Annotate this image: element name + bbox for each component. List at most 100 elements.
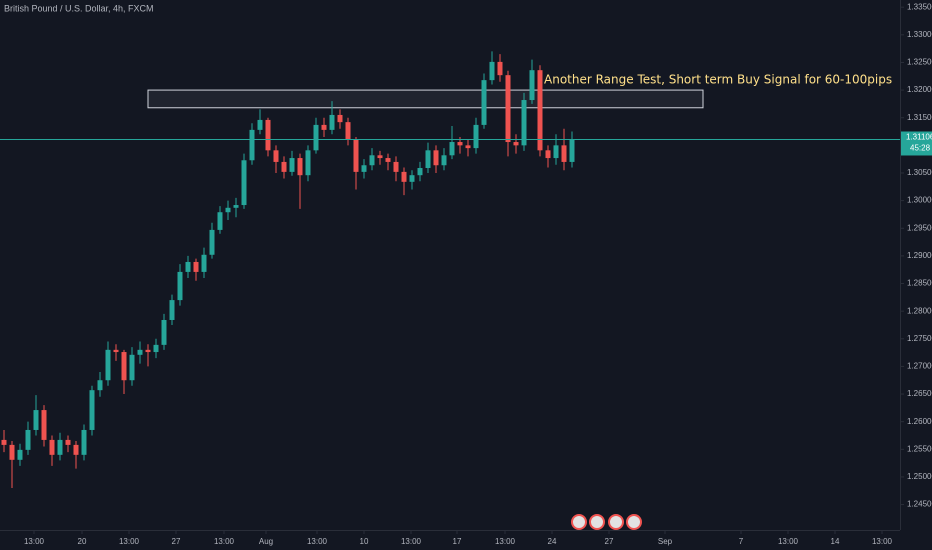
candle-body bbox=[489, 61, 495, 81]
x-tick-label: 13:00 bbox=[24, 537, 45, 546]
y-tick-label: 1.29500 bbox=[907, 223, 932, 232]
candle-body bbox=[209, 229, 215, 255]
candle-body bbox=[9, 444, 15, 460]
candle-body bbox=[137, 349, 143, 355]
y-tick-label: 1.30000 bbox=[907, 196, 932, 205]
y-tick-label: 1.24500 bbox=[907, 500, 932, 509]
candle-body bbox=[345, 122, 351, 140]
candle-body bbox=[465, 145, 471, 149]
candle-body bbox=[545, 150, 551, 159]
annotation: Another Range Test, Short term Buy Signa… bbox=[544, 73, 892, 87]
candle-body bbox=[369, 155, 375, 166]
event-icon[interactable] bbox=[608, 514, 624, 530]
candle-body bbox=[553, 145, 559, 159]
candle-body bbox=[569, 139, 575, 162]
y-tick-label: 1.29000 bbox=[907, 251, 932, 260]
candle-body bbox=[497, 61, 503, 76]
chart-title: British Pound / U.S. Dollar, 4h, FXCM bbox=[4, 3, 154, 13]
candle-body bbox=[185, 261, 191, 272]
candle-body bbox=[105, 349, 111, 381]
x-tick-label: 13:00 bbox=[401, 537, 422, 546]
x-tick-label: 13:00 bbox=[307, 537, 328, 546]
candle-body bbox=[33, 410, 39, 430]
candle-body bbox=[353, 139, 359, 172]
candle-body bbox=[249, 129, 255, 161]
candle-body bbox=[177, 271, 183, 301]
x-tick-label: 27 bbox=[172, 537, 181, 546]
candle-body bbox=[473, 124, 479, 149]
event-icon[interactable] bbox=[589, 514, 605, 530]
x-tick-label: 20 bbox=[78, 537, 87, 546]
x-tick-label: 13:00 bbox=[778, 537, 799, 546]
candle-body bbox=[329, 114, 335, 130]
y-tick-label: 1.33500 bbox=[907, 2, 932, 11]
y-tick-label: 1.27500 bbox=[907, 334, 932, 343]
y-tick-label: 1.25500 bbox=[907, 444, 932, 453]
candle-body bbox=[65, 439, 71, 445]
candle-body bbox=[529, 70, 535, 101]
candle-body bbox=[273, 150, 279, 162]
x-tick-label: Aug bbox=[259, 537, 273, 546]
candle-body bbox=[385, 158, 391, 162]
x-tick-label: 13:00 bbox=[872, 537, 893, 546]
y-tick-label: 1.32500 bbox=[907, 58, 932, 67]
candle-body bbox=[17, 449, 23, 460]
candle-body bbox=[145, 349, 151, 353]
candle-body bbox=[561, 145, 567, 162]
candle-body bbox=[521, 100, 527, 146]
candle-body bbox=[433, 150, 439, 166]
candle-body bbox=[377, 155, 383, 159]
event-icon[interactable] bbox=[571, 514, 587, 530]
candle-body bbox=[305, 150, 311, 176]
candle-body bbox=[113, 349, 119, 353]
candle-body bbox=[25, 429, 31, 450]
candle-body bbox=[425, 150, 431, 169]
candle-body bbox=[337, 114, 343, 123]
x-tick-label: 14 bbox=[831, 537, 840, 546]
candle-body bbox=[257, 119, 263, 130]
x-tick-label: Sep bbox=[658, 537, 673, 546]
event-icons[interactable] bbox=[571, 514, 642, 530]
x-tick-label: 13:00 bbox=[119, 537, 140, 546]
candle-body bbox=[169, 300, 175, 320]
event-icon[interactable] bbox=[626, 514, 642, 530]
candle-body bbox=[265, 119, 271, 151]
y-tick-label: 1.27000 bbox=[907, 362, 932, 371]
candle-body bbox=[361, 165, 367, 172]
x-tick-label: 27 bbox=[605, 537, 614, 546]
y-tick-label: 1.28500 bbox=[907, 279, 932, 288]
candle-body bbox=[281, 161, 287, 172]
y-tick-label: 1.30500 bbox=[907, 168, 932, 177]
candle-body bbox=[537, 70, 543, 151]
y-tick-label: 1.33000 bbox=[907, 30, 932, 39]
last-price-label: 1.31106 bbox=[906, 133, 932, 142]
candle-body bbox=[441, 155, 447, 166]
x-tick-label: 7 bbox=[739, 537, 744, 546]
candle-body bbox=[153, 344, 159, 353]
candle-body bbox=[73, 444, 79, 455]
candle-body bbox=[449, 142, 455, 156]
candle-body bbox=[57, 439, 63, 455]
candle-body bbox=[193, 261, 199, 272]
countdown: 45:28 bbox=[910, 144, 931, 153]
y-tick-label: 1.31500 bbox=[907, 113, 932, 122]
range-zone bbox=[147, 89, 704, 109]
candle-body bbox=[505, 75, 511, 143]
x-tick-label: 17 bbox=[453, 537, 462, 546]
candle-body bbox=[129, 354, 135, 381]
candle-body bbox=[401, 171, 407, 182]
candle-body bbox=[49, 439, 55, 455]
candle-body bbox=[97, 380, 103, 391]
candle-body bbox=[1, 439, 7, 445]
candle-body bbox=[409, 175, 415, 182]
candle-body bbox=[321, 124, 327, 130]
candle-body bbox=[297, 158, 303, 176]
candle-body bbox=[121, 352, 127, 381]
x-tick-label: 13:00 bbox=[214, 537, 235, 546]
x-tick-label: 13:00 bbox=[495, 537, 516, 546]
candle-body bbox=[217, 212, 223, 230]
candle-body bbox=[89, 390, 95, 430]
candle-body bbox=[393, 161, 399, 172]
